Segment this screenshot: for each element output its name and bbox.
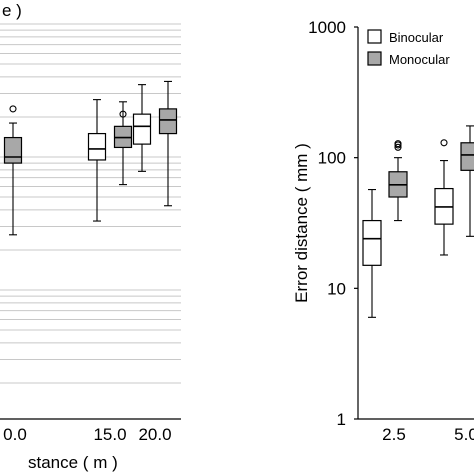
boxplot-monocular — [460, 125, 474, 237]
iqr-box — [132, 113, 152, 145]
boxplot-monocular — [158, 80, 178, 207]
legend-label: Monocular — [389, 52, 450, 67]
x-tick-label: 20.0 — [138, 425, 171, 444]
right-y-tick-labels: 1000 100 10 1 — [308, 18, 358, 429]
y-tick-label: 1000 — [308, 18, 346, 37]
x-tick-label: 2.5 — [382, 425, 406, 444]
x-tick-label: 0.0 — [3, 425, 27, 444]
boxplot-monocular — [388, 140, 408, 222]
boxplot-binocular — [434, 139, 454, 256]
iqr-box — [87, 132, 107, 161]
right-x-tick-labels: 2.5 5.0 — [382, 425, 474, 444]
left-y-axis-label-fragment: e ) — [2, 1, 22, 20]
boxplot-monocular — [3, 105, 23, 236]
legend-swatch — [367, 29, 382, 44]
right-y-axis-label: Error distance ( mm ) — [292, 143, 311, 303]
right-boxplots — [362, 125, 474, 318]
outlier-point — [394, 143, 402, 151]
boxplot-binocular — [362, 189, 382, 318]
legend-swatch — [367, 51, 382, 66]
boxplot-binocular — [132, 84, 152, 172]
outlier-point — [9, 105, 17, 113]
iqr-box — [460, 142, 474, 171]
outlier-point — [440, 139, 448, 147]
iqr-box — [362, 219, 382, 266]
legend: Binocular Monocular — [367, 29, 450, 67]
outlier-point — [394, 140, 402, 148]
boxplot-monocular — [113, 101, 133, 186]
y-tick-label: 100 — [318, 149, 346, 168]
legend-label: Binocular — [389, 30, 444, 45]
left-gridlines — [0, 23, 181, 384]
left-chart-panel: 0.0 15.0 20.0 e ) stance ( m ) — [0, 1, 181, 472]
outlier-point — [119, 110, 127, 118]
y-tick-label: 10 — [327, 279, 346, 298]
boxplot-binocular — [87, 99, 107, 222]
left-x-tick-labels: 0.0 15.0 20.0 — [3, 425, 171, 444]
x-tick-label: 15.0 — [93, 425, 126, 444]
iqr-box — [3, 136, 23, 164]
x-tick-label: 5.0 — [454, 425, 474, 444]
y-tick-label: 1 — [337, 410, 346, 429]
iqr-box — [158, 108, 178, 135]
left-boxplots — [3, 80, 178, 236]
left-x-axis-label-fragment: stance ( m ) — [28, 453, 118, 472]
